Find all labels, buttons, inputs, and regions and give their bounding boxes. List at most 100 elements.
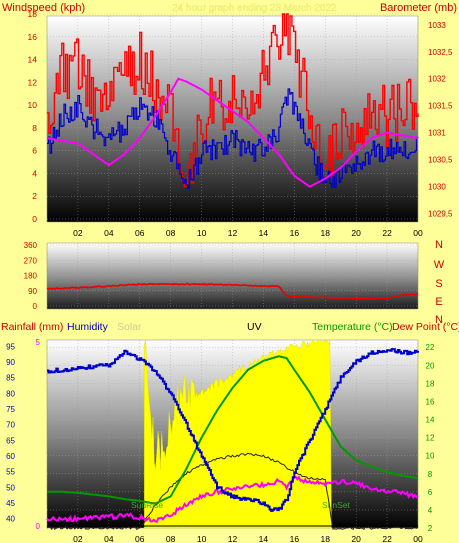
windspeed-y-tick-label: 14 xyxy=(28,55,38,65)
direction-y-tick-label: 180 xyxy=(24,272,38,281)
weather-panel-x-tick-label: 12 xyxy=(228,534,238,543)
barometer-y-tick-label: 1033 xyxy=(428,21,446,30)
wind-panel-x-tick-label: 00 xyxy=(413,228,423,238)
temperature-y-tick-label: 10 xyxy=(426,452,435,461)
temperature-y-tick-label: 20 xyxy=(426,361,435,370)
windspeed-y-tick-label: 2 xyxy=(32,191,37,201)
temperature-y-tick-label: 2 xyxy=(428,524,433,533)
uv-axis-label: UV xyxy=(247,321,262,333)
chart-title: 24 hour graph ending 23 March 2022 xyxy=(172,3,337,14)
weather-panel-x-tick-label: 04 xyxy=(104,534,114,543)
weather-panel-x-tick-label: 22 xyxy=(382,534,392,543)
barometer-y-tick-label: 1032 xyxy=(428,75,446,84)
humidity-y-tick-label: 50 xyxy=(6,483,15,492)
sunrise-label: SunRise xyxy=(131,500,163,510)
barometer-y-tick-label: 1030,5 xyxy=(428,156,453,165)
weather-panel-series xyxy=(46,339,419,531)
direction-y-tick-label: 0 xyxy=(33,302,38,311)
humidity-line xyxy=(47,348,419,512)
temperature-line xyxy=(47,355,419,505)
wind-direction-line xyxy=(46,282,419,300)
wind-panel-x-tick-label: 08 xyxy=(166,228,176,238)
direction-panel-series xyxy=(46,282,419,300)
humidity-y-tick-label: 95 xyxy=(6,342,15,351)
wind-panel-x-tick-label: 06 xyxy=(135,228,145,238)
humidity-y-tick-label: 40 xyxy=(6,515,15,524)
rainfall-y-tick-label: 0 xyxy=(36,522,41,531)
windspeed-y-tick-label: 8 xyxy=(32,123,37,133)
barometer-y-tick-label: 1031 xyxy=(428,129,446,138)
windspeed-y-tick-label: 4 xyxy=(32,168,37,178)
temperature-y-tick-label: 18 xyxy=(426,379,435,388)
humidity-y-tick-label: 80 xyxy=(6,389,15,398)
temperature-axis-label: Temperature (°C) xyxy=(312,321,393,333)
wind-panel-x-tick-label: 20 xyxy=(351,228,361,238)
uv-line xyxy=(46,452,419,531)
wind-panel-x-tick-label: 14 xyxy=(259,228,269,238)
wind-panel-x-tick-label: 04 xyxy=(104,228,114,238)
windspeed-y-tick-label: 18 xyxy=(28,9,38,19)
windspeed-y-tick-label: 10 xyxy=(28,100,38,110)
windspeed-y-tick-label: 0 xyxy=(32,214,37,224)
compass-label-n: N xyxy=(435,314,443,326)
compass-label-n: N xyxy=(435,239,443,251)
temperature-y-tick-label: 12 xyxy=(426,434,435,443)
weather-panel-x-tick-label: 02 xyxy=(73,534,83,543)
wind-panel-x-tick-label: 16 xyxy=(290,228,300,238)
humidity-y-tick-label: 65 xyxy=(6,436,15,445)
weather-panel-x-tick-label: 08 xyxy=(166,534,176,543)
humidity-y-tick-label: 75 xyxy=(6,405,15,414)
weather-panel-x-tick-label: 18 xyxy=(321,534,331,543)
wind-panel-axes: 02 04 06 08 10 12 14 16 18 20 22 000246810121416181… xyxy=(28,9,453,238)
windspeed-y-tick-label: 12 xyxy=(28,77,38,87)
weather-panel-x-tick-label: 10 xyxy=(197,534,207,543)
barometer-y-tick-label: 1030 xyxy=(428,183,446,192)
direction-y-tick-label: 270 xyxy=(24,256,38,265)
windspeed-y-tick-label: 6 xyxy=(32,146,37,156)
direction-panel-axes: 0 90 180 270 360 xyxy=(24,241,38,311)
dewpoint-axis-label: Dew Point (°C) xyxy=(392,321,459,333)
windspeed-y-tick-label: 16 xyxy=(28,32,38,42)
temperature-y-tick-label: 22 xyxy=(426,343,435,352)
weather-panel-axes: 02 04 06 08 10 12 14 16 18 20 22 004045505560657075… xyxy=(6,338,435,543)
humidity-y-tick-label: 90 xyxy=(6,358,15,367)
wind-gust-line xyxy=(47,13,419,188)
dew-point-line xyxy=(46,475,419,524)
humidity-axis-label: Humidity xyxy=(67,321,109,333)
wind-average-line xyxy=(47,88,419,190)
compass-label-s: S xyxy=(435,278,442,290)
humidity-y-tick-label: 85 xyxy=(6,374,15,383)
sunset-label: SunSet xyxy=(322,500,351,510)
humidity-y-tick-label: 70 xyxy=(6,421,15,430)
weather-panel-x-tick-label: 14 xyxy=(259,534,269,543)
wind-panel-x-tick-label: 18 xyxy=(321,228,331,238)
wind-panel-x-tick-label: 10 xyxy=(197,228,207,238)
temperature-y-tick-label: 16 xyxy=(426,397,435,406)
wind-panel-x-tick-label: 02 xyxy=(73,228,83,238)
temperature-y-tick-label: 6 xyxy=(428,488,433,497)
weather-panel-x-tick-label: 16 xyxy=(290,534,300,543)
solar-axis-label: Solar xyxy=(117,321,142,333)
rainfall-axis-label: Rainfall (mm) xyxy=(1,321,63,333)
compass-label-w: W xyxy=(434,259,445,271)
humidity-y-tick-label: 45 xyxy=(6,499,15,508)
temperature-y-tick-label: 8 xyxy=(428,470,433,479)
wind-panel-series xyxy=(46,13,419,190)
weather-panel-x-tick-label: 06 xyxy=(135,534,145,543)
direction-y-tick-label: 90 xyxy=(28,287,37,296)
barometer-y-tick-label: 1032,5 xyxy=(428,48,453,57)
humidity-y-tick-label: 55 xyxy=(6,468,15,477)
rainfall-y-tick-label: 5 xyxy=(36,338,41,347)
direction-y-tick-label: 360 xyxy=(24,241,38,250)
temperature-y-tick-label: 4 xyxy=(428,506,433,515)
barometer-y-tick-label: 1029,5 xyxy=(428,210,453,219)
humidity-y-tick-label: 60 xyxy=(6,452,15,461)
wind-panel-x-tick-label: 22 xyxy=(382,228,392,238)
compass-label-e: E xyxy=(435,296,442,308)
temperature-y-tick-label: 14 xyxy=(426,416,435,425)
windspeed-axis-label: Windspeed (kph) xyxy=(2,2,85,14)
weather-panel-x-tick-label: 20 xyxy=(351,534,361,543)
solar-area xyxy=(144,339,332,529)
